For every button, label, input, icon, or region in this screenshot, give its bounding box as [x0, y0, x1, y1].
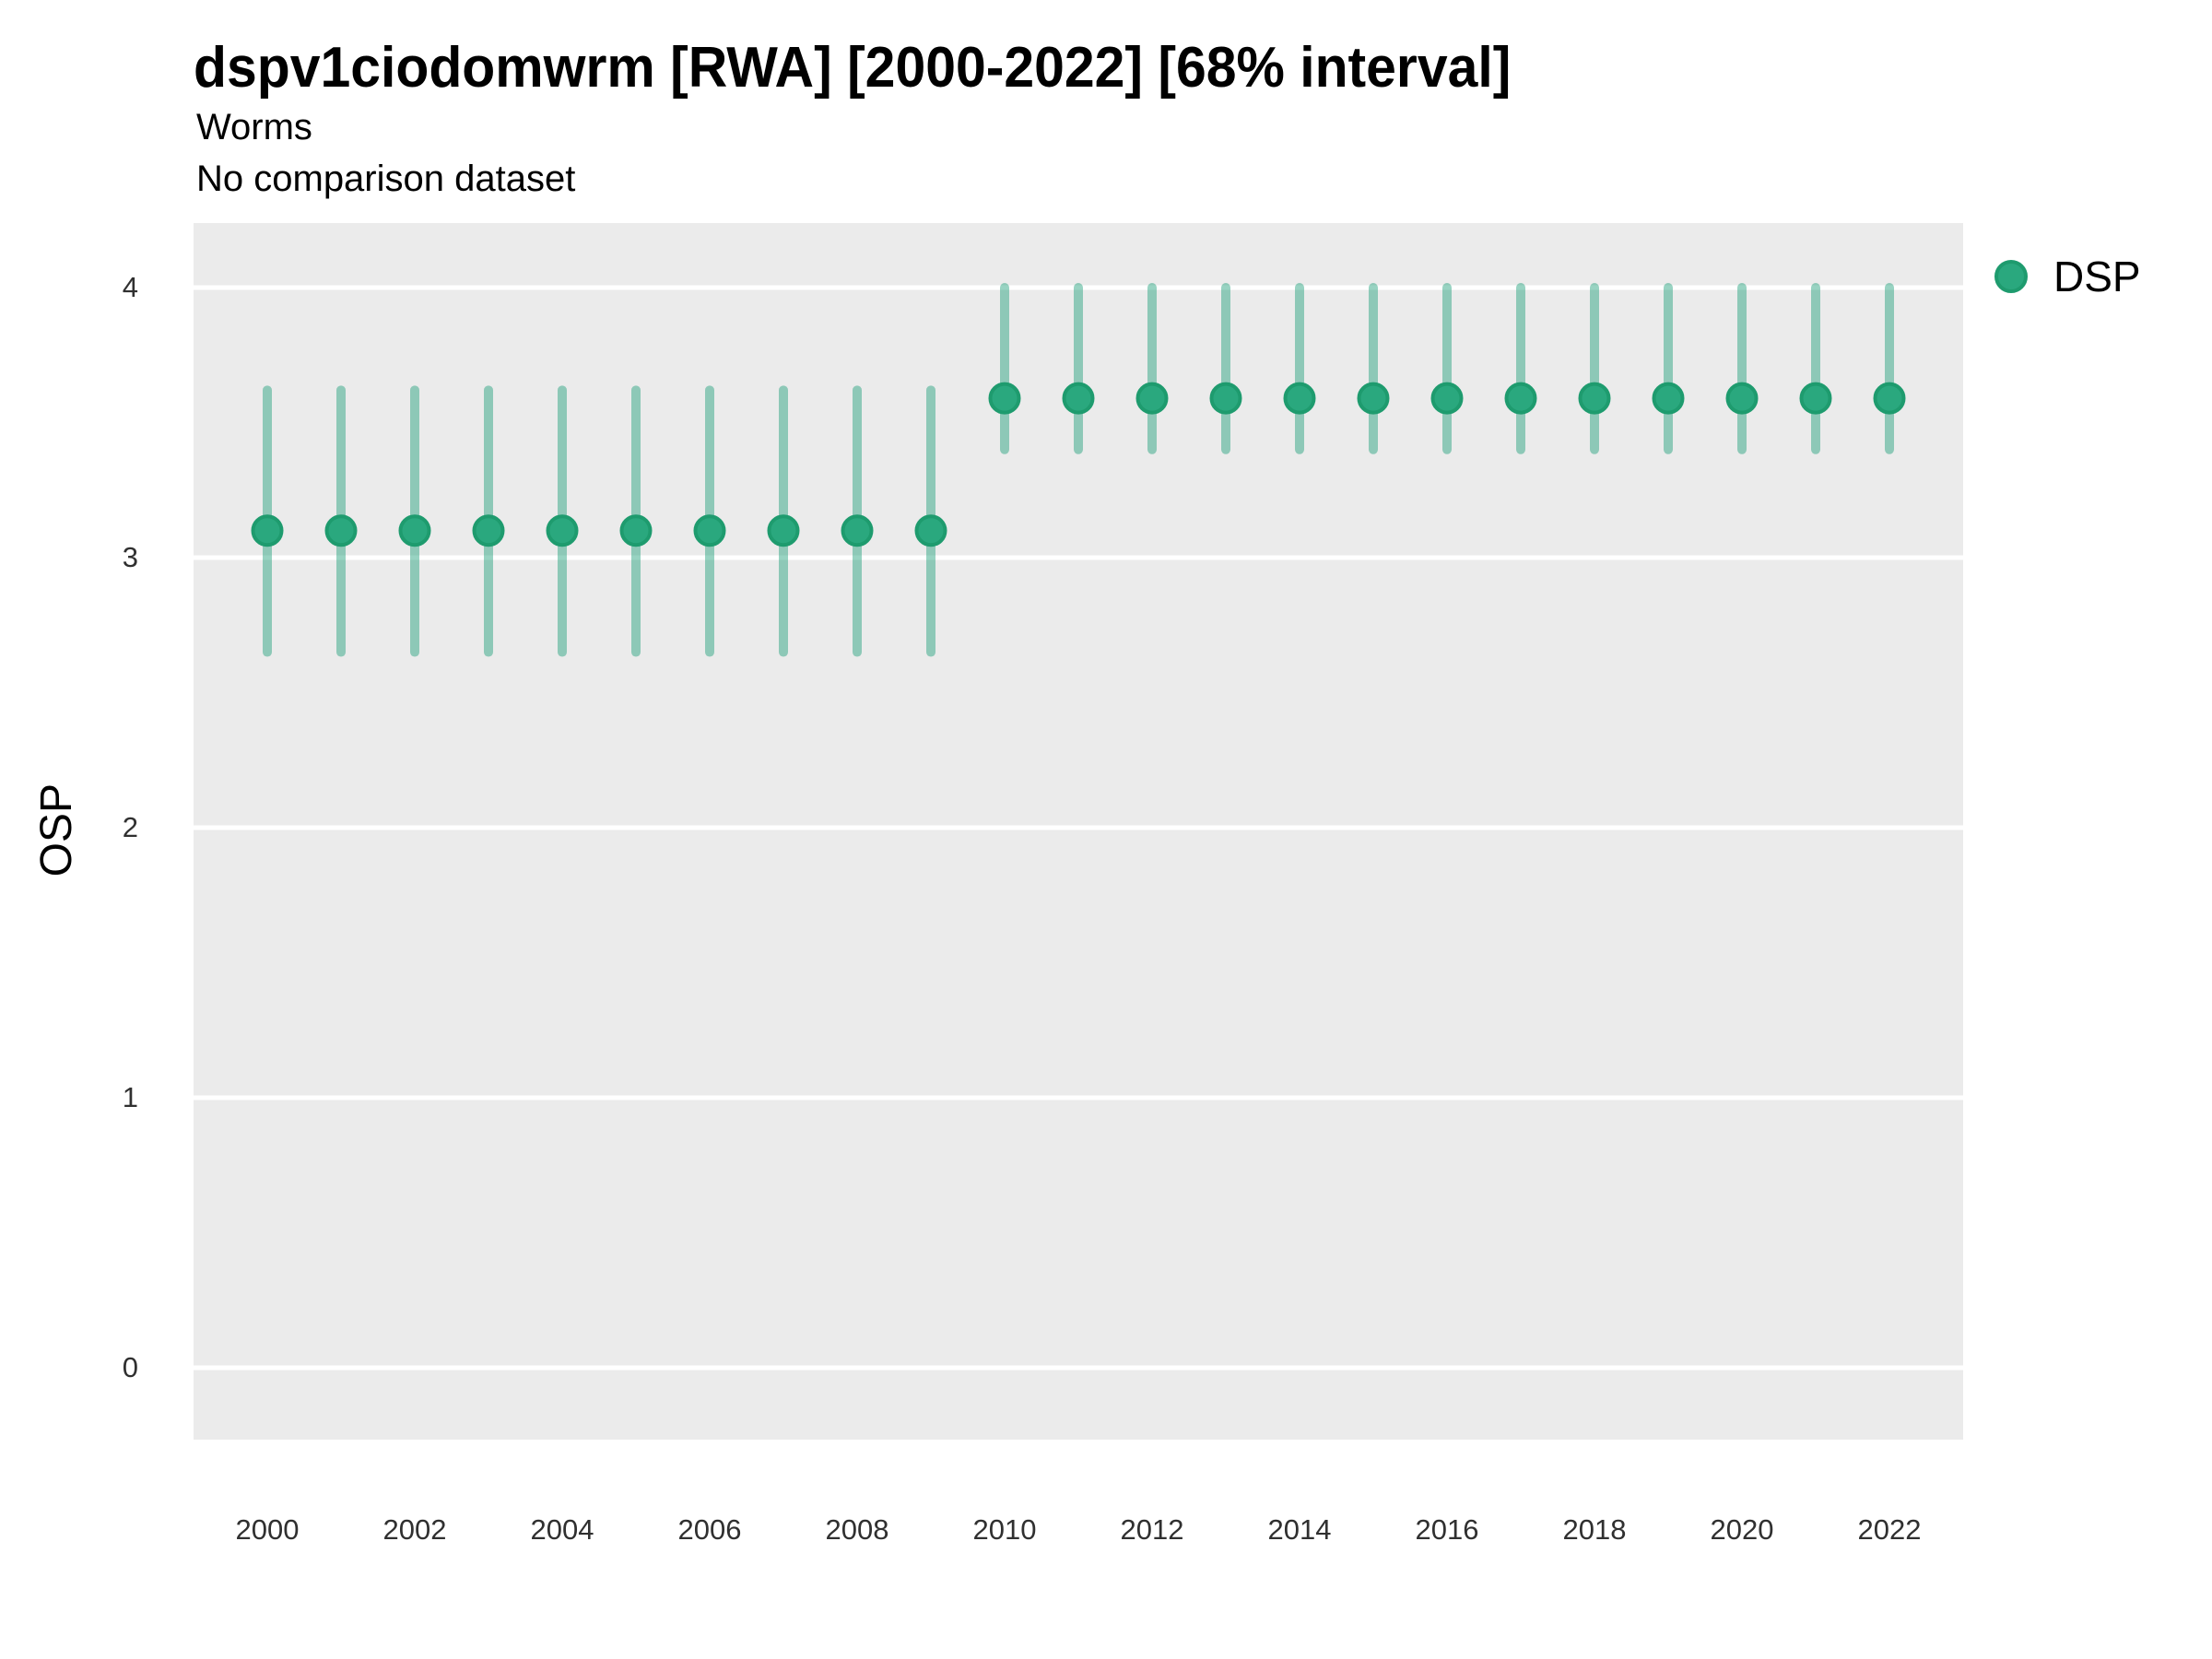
data-point-2002 — [398, 514, 431, 547]
data-point-2005 — [619, 514, 653, 547]
data-point-2013 — [1209, 382, 1242, 415]
data-point-2009 — [914, 514, 947, 547]
y-tick-label: 1 — [122, 1081, 138, 1113]
x-tick-label: 2002 — [382, 1513, 447, 1546]
data-point-2008 — [841, 514, 874, 547]
data-point-2014 — [1283, 382, 1316, 415]
x-tick-label: 2008 — [825, 1513, 889, 1546]
data-point-2010 — [988, 382, 1021, 415]
x-tick-label: 2010 — [972, 1513, 1037, 1546]
legend-point-icon — [1994, 260, 2028, 293]
x-tick-label: 2018 — [1562, 1513, 1627, 1546]
x-tick-label: 2016 — [1415, 1513, 1479, 1546]
chart-subtitle: Worms — [196, 107, 312, 147]
data-point-2001 — [324, 514, 358, 547]
data-point-2011 — [1062, 382, 1095, 415]
data-point-2018 — [1578, 382, 1611, 415]
data-point-2000 — [251, 514, 284, 547]
data-point-2021 — [1799, 382, 1832, 415]
data-point-2012 — [1135, 382, 1169, 415]
y-tick-label: 4 — [122, 271, 138, 303]
x-tick-label: 2004 — [530, 1513, 594, 1546]
x-tick-label: 2022 — [1857, 1513, 1922, 1546]
panel-background — [194, 223, 1963, 1440]
data-point-2004 — [546, 514, 579, 547]
x-tick-label: 2006 — [677, 1513, 742, 1546]
data-point-2003 — [472, 514, 505, 547]
data-point-2007 — [767, 514, 800, 547]
y-tick-label: 0 — [122, 1351, 138, 1383]
data-point-2015 — [1357, 382, 1390, 415]
x-tick-label: 2012 — [1120, 1513, 1184, 1546]
legend-label: DSP — [2053, 253, 2141, 300]
x-tick-label: 2014 — [1267, 1513, 1332, 1546]
data-point-2016 — [1430, 382, 1464, 415]
data-point-2020 — [1725, 382, 1759, 415]
x-tick-label: 2020 — [1710, 1513, 1774, 1546]
data-point-2017 — [1504, 382, 1537, 415]
y-tick-label: 2 — [122, 811, 138, 843]
x-tick-label: 2000 — [235, 1513, 300, 1546]
y-tick-label: 3 — [122, 541, 138, 573]
data-point-2022 — [1873, 382, 1906, 415]
data-point-2006 — [693, 514, 726, 547]
comparison-note: No comparison dataset — [196, 159, 576, 199]
data-point-2019 — [1652, 382, 1685, 415]
chart-title: dspv1ciodomwrm [RWA] [2000-2022] [68% in… — [194, 36, 1512, 100]
